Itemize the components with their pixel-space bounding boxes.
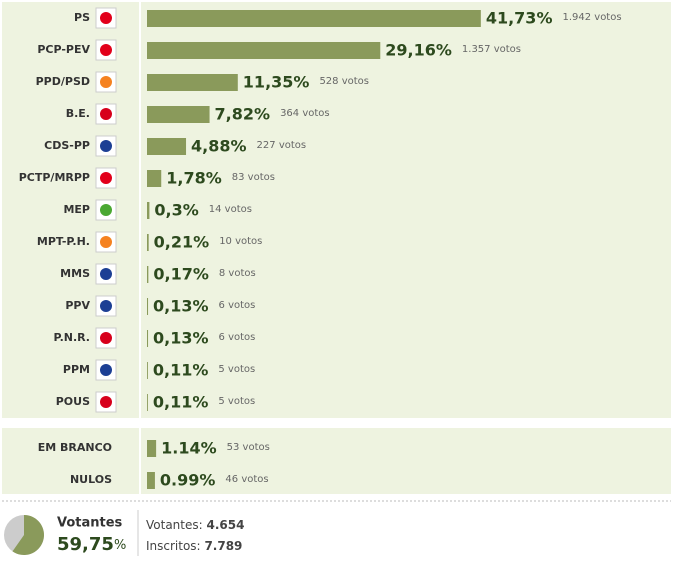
votes-label: 6 votos (219, 332, 256, 343)
bar (147, 170, 162, 187)
category-label: MEP (63, 203, 90, 216)
registered-label: Inscritos: (146, 539, 201, 553)
registered: Inscritos: 7.789 (146, 539, 242, 553)
value-label: 0,13% (153, 297, 209, 316)
value-label: 29,16% (385, 41, 452, 60)
value-label: 7,82% (215, 105, 271, 124)
bar (147, 202, 150, 219)
value-label: 0,11% (153, 393, 209, 412)
category-label: POUS (56, 395, 90, 408)
party-logo-mark (100, 108, 112, 120)
votes-label: 528 votos (319, 76, 369, 87)
voters-value: 4.654 (207, 518, 245, 532)
votes-label: 1.942 votos (562, 12, 621, 23)
party-logo-mark (100, 332, 112, 344)
value-label: 1,78% (166, 169, 222, 188)
category-label: EM BRANCO (38, 441, 112, 454)
value-label: 0,11% (153, 361, 209, 380)
votes-label: 364 votos (280, 108, 330, 119)
votes-label: 6 votos (219, 300, 256, 311)
bar-panel (141, 2, 671, 418)
value-label: 41,73% (486, 9, 553, 28)
voters: Votantes: 4.654 (146, 518, 244, 532)
value-label: 0,3% (154, 201, 198, 220)
turnout-unit: % (114, 538, 126, 553)
party-logo-mark (100, 172, 112, 184)
category-label: MPT-P.H. (37, 235, 90, 248)
value-label: 0.99% (160, 471, 216, 490)
value-label: 11,35% (243, 73, 310, 92)
party-logo-mark (100, 396, 112, 408)
voters-label: Votantes: (146, 518, 203, 532)
pie-slice (12, 515, 44, 555)
bar (147, 42, 381, 59)
bar (147, 472, 155, 489)
party-logo-mark (100, 364, 112, 376)
votes-label: 227 votos (257, 140, 307, 151)
bar (147, 362, 148, 379)
category-label: P.N.R. (54, 331, 90, 344)
value-label: 0,17% (153, 265, 209, 284)
bar (147, 266, 149, 283)
bar (147, 234, 149, 251)
value-label: 1.14% (161, 439, 217, 458)
votes-label: 10 votos (219, 236, 262, 247)
votes-label: 46 votos (225, 474, 268, 485)
bar (147, 330, 149, 347)
bar (147, 138, 187, 155)
party-logo-mark (100, 204, 112, 216)
category-label: CDS-PP (44, 139, 90, 152)
votes-label: 8 votos (219, 268, 256, 279)
bar (147, 10, 481, 27)
label-panel (2, 428, 139, 494)
votes-label: 5 votos (218, 364, 255, 375)
category-label: B.E. (66, 107, 90, 120)
bar-panel (141, 428, 671, 494)
value-label: 4,88% (191, 137, 247, 156)
turnout-value: 59,75 (57, 534, 114, 555)
party-logo-mark (100, 44, 112, 56)
party-logo-mark (100, 140, 112, 152)
votes-label: 1.357 votos (462, 44, 521, 55)
category-label: NULOS (70, 473, 112, 486)
category-label: PPD/PSD (36, 75, 90, 88)
bar (147, 106, 210, 123)
votes-label: 83 votos (232, 172, 275, 183)
party-logo-mark (100, 300, 112, 312)
value-label: 0,21% (154, 233, 210, 252)
votes-label: 14 votos (209, 204, 252, 215)
party-logo-mark (100, 76, 112, 88)
party-logo-mark (100, 12, 112, 24)
category-label: MMS (60, 267, 90, 280)
votes-label: 5 votos (218, 396, 255, 407)
value-label: 0,13% (153, 329, 209, 348)
category-label: PCP-PEV (37, 43, 90, 56)
category-label: PS (74, 11, 90, 24)
bar (147, 440, 157, 457)
summary-title: Votantes (57, 516, 123, 531)
bar (147, 74, 238, 91)
bar (147, 298, 149, 315)
party-logo-mark (100, 236, 112, 248)
category-label: PPV (65, 299, 90, 312)
party-logo-mark (100, 268, 112, 280)
bar (147, 394, 148, 411)
category-label: PPM (63, 363, 90, 376)
turnout: 59,75% (57, 534, 126, 555)
category-label: PCTP/MRPP (19, 171, 90, 184)
registered-value: 7.789 (204, 539, 242, 553)
votes-label: 53 votos (227, 442, 270, 453)
